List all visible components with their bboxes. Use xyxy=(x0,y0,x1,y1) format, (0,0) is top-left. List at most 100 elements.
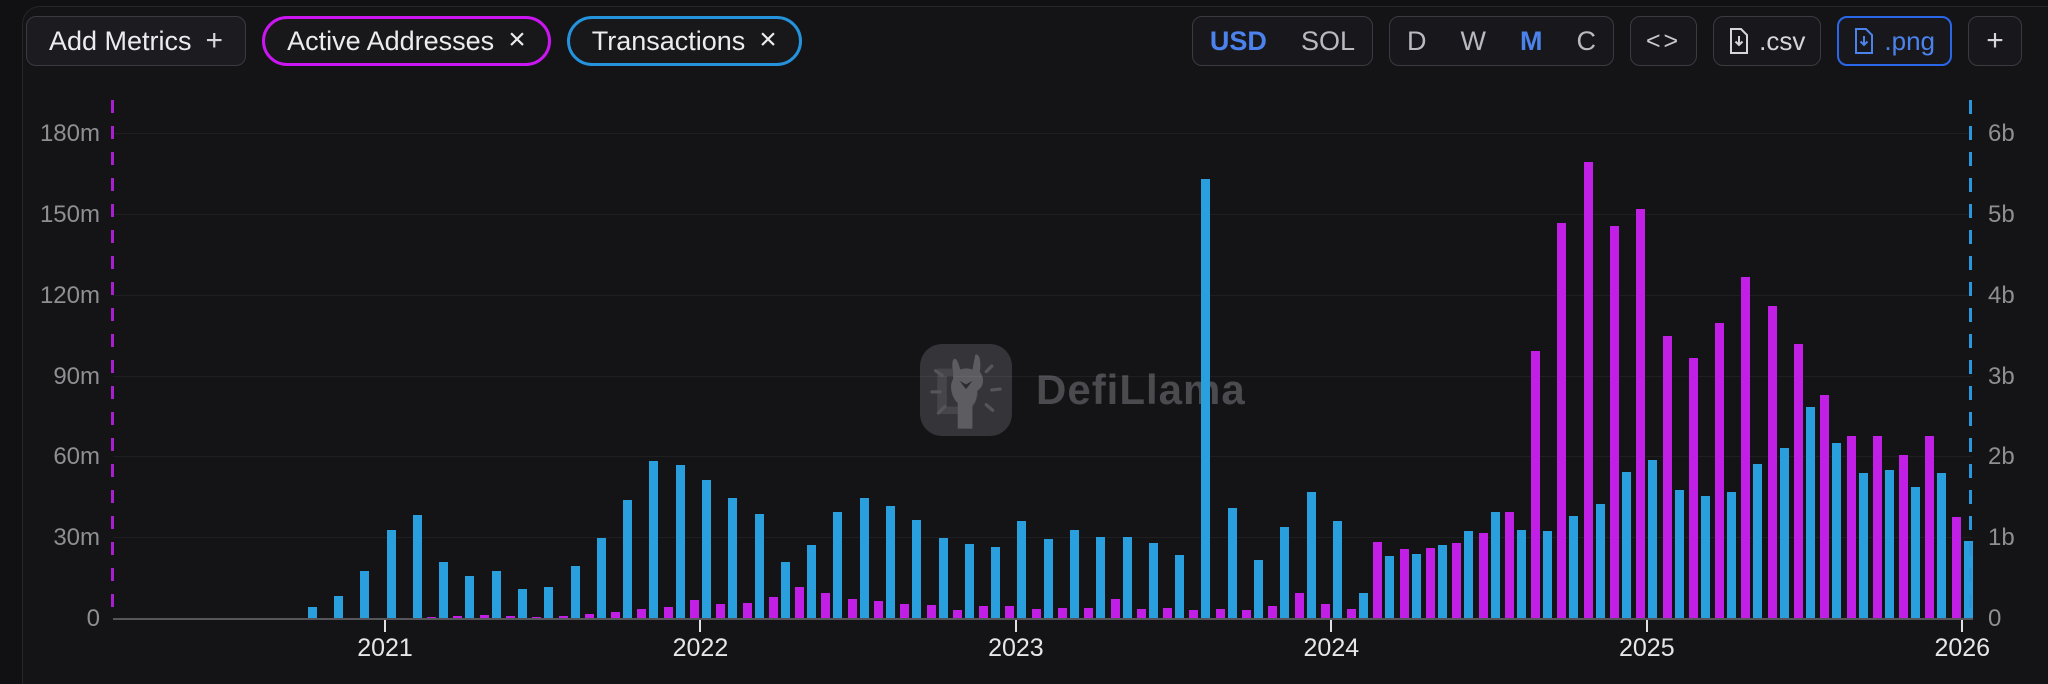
bar-transactions[interactable] xyxy=(1516,530,1526,619)
bar-active-addresses[interactable] xyxy=(742,602,752,619)
bar-transactions[interactable] xyxy=(517,589,527,619)
export-csv-button[interactable]: .csv xyxy=(1713,16,1822,66)
bar-active-addresses[interactable] xyxy=(479,615,489,619)
bar-active-addresses[interactable] xyxy=(637,609,647,619)
bar-active-addresses[interactable] xyxy=(847,599,857,619)
bar-active-addresses[interactable] xyxy=(1899,454,1909,619)
bar-transactions[interactable] xyxy=(1490,512,1500,619)
bar-active-addresses[interactable] xyxy=(1478,532,1488,619)
bar-active-addresses[interactable] xyxy=(1084,608,1094,619)
bar-active-addresses[interactable] xyxy=(952,610,962,619)
bar-active-addresses[interactable] xyxy=(1057,608,1067,619)
bar-active-addresses[interactable] xyxy=(689,600,699,619)
interval-option-m[interactable]: M xyxy=(1519,25,1543,56)
bar-active-addresses[interactable] xyxy=(1373,541,1383,619)
bar-active-addresses[interactable] xyxy=(1583,162,1593,619)
bar-transactions[interactable] xyxy=(675,465,685,619)
bar-active-addresses[interactable] xyxy=(1557,222,1567,619)
currency-option-usd[interactable]: USD xyxy=(1209,25,1267,56)
bar-active-addresses[interactable] xyxy=(1136,609,1146,619)
bar-transactions[interactable] xyxy=(1122,537,1132,619)
bar-transactions[interactable] xyxy=(1411,554,1421,619)
bar-active-addresses[interactable] xyxy=(453,616,463,619)
bar-active-addresses[interactable] xyxy=(1636,209,1646,619)
bar-transactions[interactable] xyxy=(859,497,869,619)
bar-transactions[interactable] xyxy=(439,562,448,619)
bar-active-addresses[interactable] xyxy=(1715,322,1725,619)
bar-active-addresses[interactable] xyxy=(1846,435,1856,619)
bar-transactions[interactable] xyxy=(1648,459,1658,619)
currency-option-sol[interactable]: SOL xyxy=(1300,25,1355,56)
bar-active-addresses[interactable] xyxy=(768,597,778,619)
bar-active-addresses[interactable] xyxy=(1189,610,1199,619)
bar-transactions[interactable] xyxy=(491,570,501,619)
bar-active-addresses[interactable] xyxy=(1294,592,1304,619)
bar-transactions[interactable] xyxy=(1963,540,1973,619)
bar-transactions[interactable] xyxy=(1543,530,1553,619)
close-icon[interactable]: × xyxy=(759,23,777,56)
bar-active-addresses[interactable] xyxy=(795,586,805,619)
bar-transactions[interactable] xyxy=(728,497,738,619)
embed-code-button[interactable]: <> xyxy=(1629,16,1698,66)
bar-transactions[interactable] xyxy=(807,544,817,619)
bar-active-addresses[interactable] xyxy=(1215,609,1225,619)
interval-option-c[interactable]: C xyxy=(1576,25,1596,56)
bar-active-addresses[interactable] xyxy=(1951,516,1961,619)
bar-active-addresses[interactable] xyxy=(1452,542,1462,619)
bar-transactions[interactable] xyxy=(1700,496,1710,619)
close-icon[interactable]: × xyxy=(508,23,526,56)
bar-active-addresses[interactable] xyxy=(1662,336,1672,619)
add-chart-button[interactable]: + xyxy=(1968,16,2022,66)
bar-active-addresses[interactable] xyxy=(505,616,515,619)
bar-transactions[interactable] xyxy=(1806,407,1815,619)
bar-transactions[interactable] xyxy=(912,519,922,619)
bar-transactions[interactable] xyxy=(991,547,1001,619)
metric-pill-transactions[interactable]: Transactions × xyxy=(566,16,802,66)
bar-transactions[interactable] xyxy=(1727,492,1737,619)
bar-transactions[interactable] xyxy=(360,570,370,619)
bar-transactions[interactable] xyxy=(1175,555,1185,619)
bar-transactions[interactable] xyxy=(885,505,895,619)
bar-transactions[interactable] xyxy=(570,565,580,619)
bar-transactions[interactable] xyxy=(333,596,343,619)
bar-active-addresses[interactable] xyxy=(1005,606,1015,619)
bar-transactions[interactable] xyxy=(1280,526,1290,619)
bar-transactions[interactable] xyxy=(1385,556,1395,619)
bar-transactions[interactable] xyxy=(1753,463,1763,619)
bar-transactions[interactable] xyxy=(623,500,632,619)
bar-transactions[interactable] xyxy=(1674,489,1684,619)
bar-active-addresses[interactable] xyxy=(558,615,568,619)
bar-active-addresses[interactable] xyxy=(584,613,594,619)
bar-transactions[interactable] xyxy=(544,586,554,619)
bar-active-addresses[interactable] xyxy=(1609,225,1619,619)
bar-transactions[interactable] xyxy=(833,511,843,619)
bar-transactions[interactable] xyxy=(649,461,659,619)
bar-transactions[interactable] xyxy=(1911,487,1921,619)
bar-active-addresses[interactable] xyxy=(716,603,726,619)
bar-active-addresses[interactable] xyxy=(1688,357,1698,619)
export-png-button[interactable]: .png xyxy=(1837,16,1952,66)
bar-active-addresses[interactable] xyxy=(663,607,673,619)
bar-transactions[interactable] xyxy=(1832,442,1842,619)
bar-transactions[interactable] xyxy=(1858,472,1868,619)
metric-pill-active-addresses[interactable]: Active Addresses × xyxy=(262,16,551,66)
bar-transactions[interactable] xyxy=(938,538,948,619)
bar-active-addresses[interactable] xyxy=(1872,435,1882,619)
bar-active-addresses[interactable] xyxy=(1767,306,1777,619)
bar-transactions[interactable] xyxy=(1464,530,1474,619)
bar-transactions[interactable] xyxy=(1017,521,1027,619)
bar-transactions[interactable] xyxy=(1306,492,1316,619)
bar-transactions[interactable] xyxy=(1595,504,1605,619)
bar-active-addresses[interactable] xyxy=(1531,350,1541,619)
bar-transactions[interactable] xyxy=(1884,469,1894,619)
bar-transactions[interactable] xyxy=(596,538,606,619)
bar-transactions[interactable] xyxy=(386,530,396,619)
bar-transactions[interactable] xyxy=(964,543,974,619)
bar-active-addresses[interactable] xyxy=(1320,603,1330,619)
bar-active-addresses[interactable] xyxy=(1110,599,1120,619)
bar-active-addresses[interactable] xyxy=(1741,276,1751,619)
bar-transactions[interactable] xyxy=(1069,530,1079,619)
bar-active-addresses[interactable] xyxy=(1820,395,1830,619)
bar-transactions[interactable] xyxy=(1148,543,1158,619)
bar-active-addresses[interactable] xyxy=(900,603,910,619)
